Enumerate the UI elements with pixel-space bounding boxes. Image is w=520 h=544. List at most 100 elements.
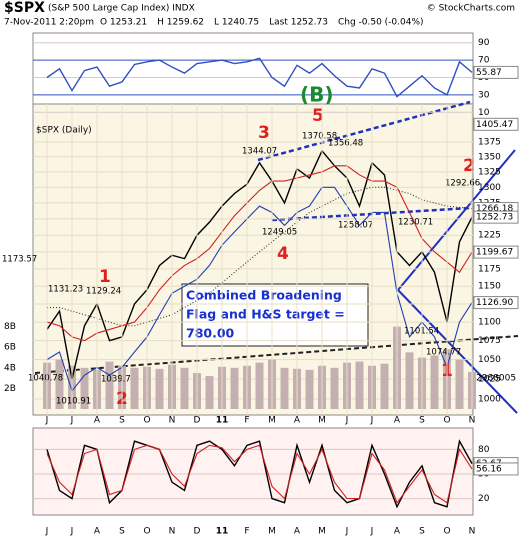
volume-bar (230, 367, 239, 409)
x-tick-label: O (143, 527, 150, 537)
volume-bar (105, 361, 114, 409)
y-tick-label: 1175 (478, 264, 501, 274)
volume-bar (380, 363, 389, 409)
quote: L 1240.75 (214, 18, 259, 28)
y-tick-label: 1225 (478, 231, 501, 241)
series-group (46, 149, 473, 393)
volume-tick-label: 8B (4, 322, 16, 332)
pivot-label: 1040.78 (28, 374, 63, 384)
x-tick-label: N (169, 416, 176, 426)
wave-label: 5 (312, 106, 324, 126)
pivot-label: 1356.48 (328, 139, 363, 149)
volume-bar (80, 367, 89, 409)
x-tick-label: N (469, 527, 476, 537)
volume-bar (455, 359, 464, 409)
flag-line (397, 289, 518, 414)
volume-tick-label: 2B (4, 384, 16, 394)
x-tick-label: F (244, 416, 249, 426)
x-tick-label: S (419, 527, 425, 537)
volume-bar (205, 376, 214, 409)
y-tick-label: 1350 (478, 152, 501, 162)
x-tick-label: S (419, 416, 425, 426)
stoch-panel (32, 427, 474, 516)
volume-bar (405, 352, 414, 409)
x-tick-label: O (143, 416, 150, 426)
volume-bar (280, 367, 289, 409)
volume-bar (180, 367, 189, 409)
date: 7-Nov-2011 2:20pm (4, 18, 94, 28)
volume-last-label: 2988005 (476, 374, 516, 384)
pivot-label: 1039.7 (101, 375, 131, 385)
wave-label: 2 (463, 156, 475, 176)
pivot-label: 1074.77 (426, 348, 461, 358)
x-tick-label: M (318, 527, 326, 537)
series-group (46, 439, 473, 509)
y-tick-label: 1025 (478, 375, 501, 385)
x-tick-label: A (294, 416, 301, 426)
y-tick-label: 70 (478, 56, 490, 66)
x-tick-label: J (45, 416, 49, 426)
y-tick-label: 80 (478, 445, 490, 455)
symbol: $SPX (4, 0, 45, 16)
y-tick-label: 1050 (478, 355, 501, 365)
volume-bar (255, 362, 264, 409)
pivot-label: 1129.24 (86, 287, 121, 297)
volume-bar (330, 367, 339, 409)
x-tick-label: N (469, 416, 476, 426)
pivot-label: 1010.91 (56, 397, 91, 407)
y-tick-label: 90 (478, 38, 490, 48)
volume-tick-label: 4B (4, 363, 16, 373)
volume-bar (305, 369, 314, 409)
x-tick-label: 11 (216, 416, 229, 426)
x-tick-label: A (394, 416, 401, 426)
y-tick-label: 10 (478, 108, 490, 118)
x-tick-label: J (345, 416, 349, 426)
pivot-label: 1258.07 (338, 221, 373, 231)
x-tick-label: S (119, 416, 125, 426)
series-line (46, 165, 473, 342)
x-tick-label: F (244, 527, 249, 537)
value-tag-bg (473, 210, 519, 224)
quote: H 1259.62 (157, 18, 204, 28)
x-tick-label: A (294, 527, 301, 537)
x-tick-label: J (345, 527, 349, 537)
credit: © StockCharts.com (427, 4, 515, 14)
pivot-label: 1249.05 (262, 228, 297, 238)
symbol-name: (S&P 500 Large Cap Index) INDX (48, 4, 195, 14)
value-tag: 56.16 (476, 464, 502, 474)
value-tag-bg (473, 245, 519, 259)
volume-bar (355, 361, 364, 409)
note-text: Flag and H&S target = (186, 307, 345, 322)
value-tag-bg (473, 65, 519, 79)
panel-title: $SPX (Daily) (36, 126, 92, 136)
x-tick-label: J (45, 527, 49, 537)
series-group (46, 57, 473, 98)
pivot-label: 1370.58 (302, 132, 337, 142)
quote: Last 1252.73 (269, 18, 328, 28)
value-tag-bg (473, 117, 519, 131)
y-tick-label: 1150 (478, 282, 501, 292)
x-tick-label: O (443, 527, 450, 537)
value-tag: 55.87 (476, 68, 502, 78)
note-box (181, 283, 369, 347)
y-tick-label: 1325 (478, 167, 501, 177)
volume-bar (430, 355, 439, 409)
y-tick-label: 1375 (478, 138, 501, 148)
value-tag: 1126.90 (476, 298, 513, 308)
x-tick-label: A (394, 527, 401, 537)
rsi-panel (32, 32, 474, 105)
x-tick-label: J (370, 416, 374, 426)
x-tick-label: D (194, 527, 201, 537)
pivot-label: 1292.66 (445, 179, 480, 189)
x-tick-label: M (318, 416, 326, 426)
x-tick-label: O (443, 416, 450, 426)
flag-line (397, 149, 516, 291)
series-line (46, 439, 473, 509)
volume-bar (130, 367, 139, 409)
wave-label: 1 (99, 267, 111, 287)
quote: O 1253.21 (100, 18, 147, 28)
y-tick-label: 1300 (478, 183, 501, 193)
x-tick-label: N (169, 527, 176, 537)
wave-label: 3 (258, 123, 270, 143)
